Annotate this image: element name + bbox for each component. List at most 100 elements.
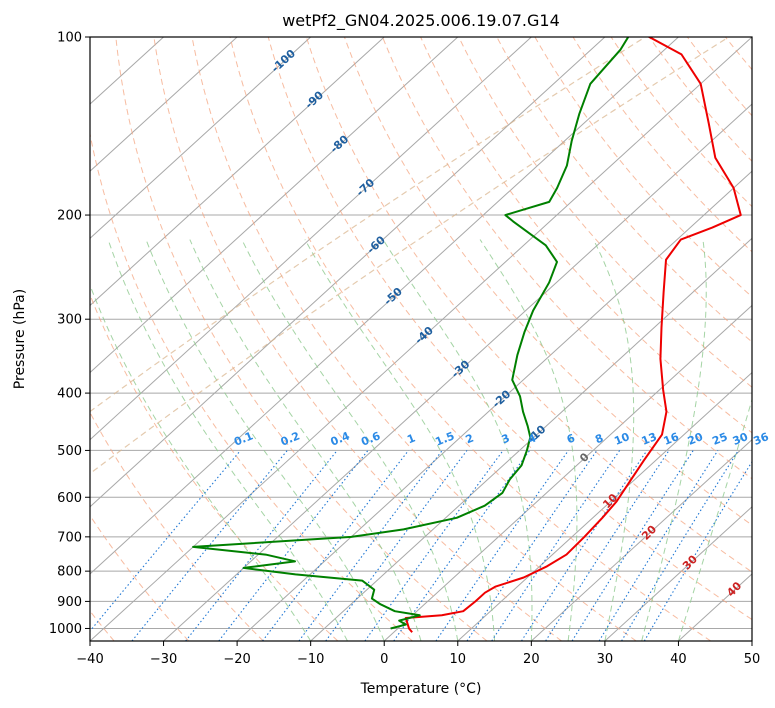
dry-adiabat-line [191,37,637,641]
moist-adiabat-line [641,239,707,641]
mixing-ratio-label: 2 [464,432,476,447]
dry-adiabat-line [90,131,413,641]
y-axis-title: Pressure (hPa) [12,289,28,389]
isotherm-line [90,37,679,575]
mixing-ratio-line [131,450,288,641]
mixing-ratio-label: 25 [710,430,729,448]
x-tick-label: −10 [297,652,324,667]
isotherm-line [90,37,606,508]
mixing-ratio-label: 1 [405,432,417,447]
mixing-ratio-line [466,450,598,641]
isotherm-line [751,640,752,641]
isotherm-line [90,37,312,240]
dry-adiabat-line [686,37,752,117]
dry-adiabat-line [382,37,752,480]
dry-adiabat-line [496,37,752,343]
y-tick-label: 700 [57,530,82,545]
y-tick-label: 900 [57,595,82,610]
x-tick-label: 20 [523,652,540,667]
isotherm-line [90,37,238,172]
y-tick-label: 600 [57,491,82,506]
mixing-ratio-label: 30 [731,430,750,448]
x-tick-label: 10 [450,652,467,667]
mixing-ratio-line [298,450,443,641]
x-tick-label: 0 [380,652,388,667]
temperature-profile-line [404,37,742,633]
mixing-ratio-line [218,450,369,641]
isotherm-line [90,37,459,374]
dry-adiabat-line [648,37,752,162]
mixing-ratio-label: 8 [593,432,605,447]
y-tick-label: 300 [57,313,82,328]
mixing-ratio-line [325,450,468,641]
mixing-ratio-label: 0.2 [279,429,302,448]
x-tick-label: 40 [670,652,687,667]
mixing-ratio-label: 1.5 [433,429,456,448]
moist-adiabat-line [677,397,752,641]
x-axis: −40 −30 −20 −10 0 10 20 30 40 50 [76,641,760,667]
mixing-ratio-label: 16 [662,430,681,448]
y-axis: 1000 900 800 700 600 500 400 300 200 100 [49,31,90,637]
x-tick-label: 30 [597,652,614,667]
dry-adiabat-line [610,37,752,208]
mixing-ratio-label: 10 [612,430,631,448]
y-tick-label: 500 [57,444,82,459]
mixing-ratio-line [435,450,569,641]
y-tick-label: 400 [57,387,82,402]
dry-adiabat-line [458,37,752,388]
mixing-ratio-line [90,450,241,632]
mixing-ratio-line [545,450,670,641]
mixing-ratio-label: 20 [686,430,705,448]
dry-adiabat-line [153,37,562,641]
mixing-ratio-line [571,450,694,641]
dry-adiabat-line [572,37,752,253]
dry-adiabat-line [305,37,752,573]
dry-adiabat-line [343,37,752,526]
y-tick-label: 800 [57,565,82,580]
dewpoint-profile-line [192,37,630,630]
x-tick-label: −20 [223,652,250,667]
dry-adiabat-line [90,411,264,641]
x-tick-label: −40 [76,652,103,667]
isotherm-line [90,37,385,307]
isotherm-line [90,37,532,441]
moist-adiabat-line [592,239,635,641]
dry-adiabat-line [229,37,712,641]
dry-adiabat-line [90,514,190,641]
moist-adiabat-line [241,239,459,641]
isotherm-line [383,304,752,641]
x-axis-title: Temperature (°C) [360,681,482,697]
mixing-ratio-label: 36 [752,430,771,448]
chart-title: wetPf2_GN04.2025.006.19.07.G14 [282,11,560,31]
y-tick-label: 100 [57,31,82,46]
isotherm-line [310,237,752,641]
dry-adiabat-line [725,37,752,71]
mixing-ratio-line [185,450,338,641]
mixing-ratio-label: 3 [500,432,512,447]
mixing-ratio-line [621,450,739,641]
background-lines [90,37,752,641]
moist-adiabat-line [90,283,312,641]
moist-adiabat-line [189,239,422,641]
envelope-line [90,37,646,413]
y-tick-label: 200 [57,209,82,224]
isotherm-line [530,438,752,641]
plot-frame [89,36,753,642]
line-labels: -100-90-80-70-60-50-40-30-20-100.1 0.2 0.4… [232,47,771,600]
moist-adiabat-line [145,239,385,641]
mixing-ratio-label: 0.1 [232,429,255,448]
isotherm-line [604,506,752,641]
profile-lines [192,37,742,633]
mixing-ratio-line [643,460,752,641]
y-tick-label: 1000 [49,622,82,637]
x-tick-label: 50 [744,652,761,667]
isotherm-line [163,103,752,641]
mixing-ratio-line [393,450,531,641]
moist-adiabat-line [107,239,348,641]
x-tick-label: −30 [150,652,177,667]
mixing-ratio-label: 13 [640,430,659,448]
isotherm-line [457,371,752,641]
isotherm-label: -100 [269,47,298,75]
isotherm-line [236,170,752,641]
